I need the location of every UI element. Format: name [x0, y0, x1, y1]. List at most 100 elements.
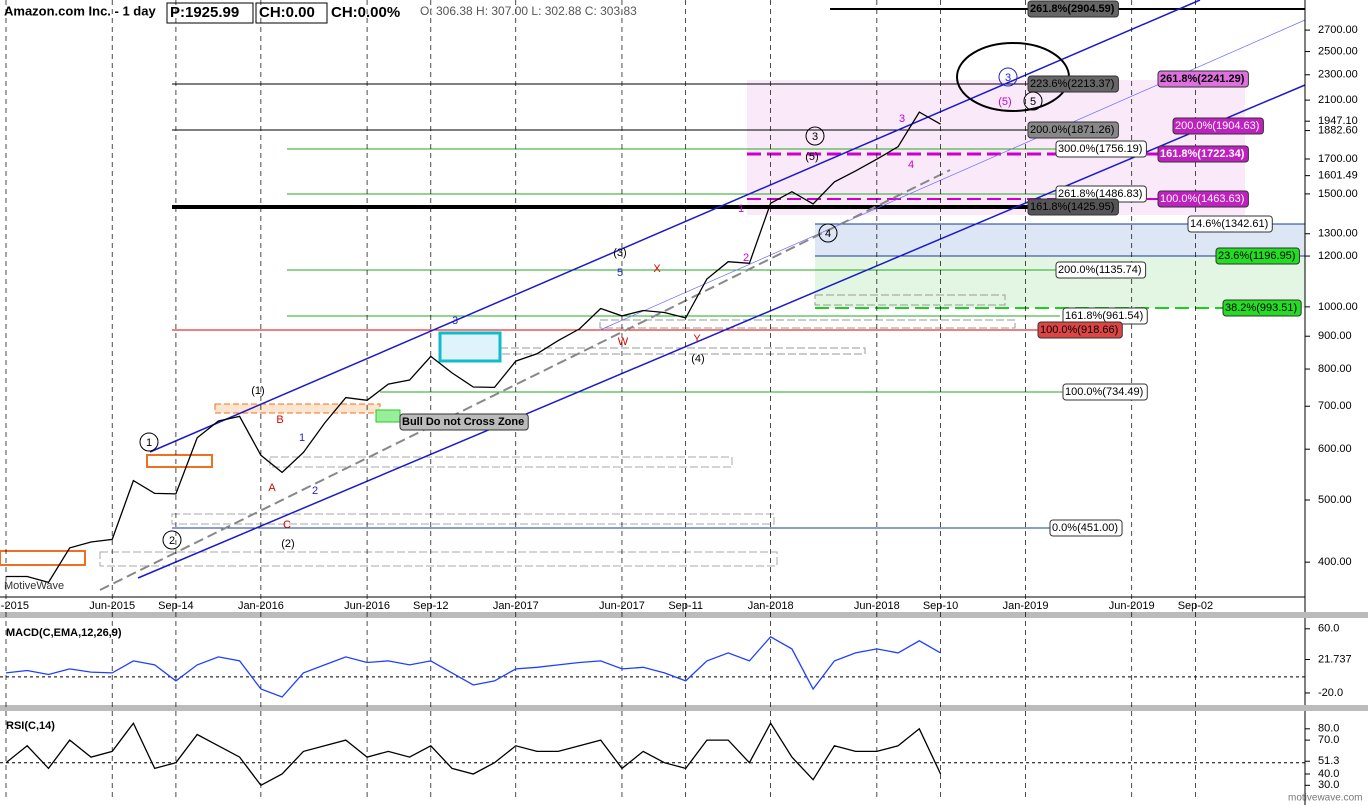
ohlc: O: 306.38 H: 307.00 L: 302.88 C: 303.83	[420, 4, 637, 18]
price: P:1925.99	[170, 4, 239, 21]
y-tick-label: 1000.00	[1318, 301, 1358, 313]
zone-box	[438, 331, 502, 363]
wave-label: (3)	[613, 247, 626, 259]
zone-box	[146, 454, 213, 468]
wave-label: (2)	[281, 538, 294, 550]
label-box	[1055, 140, 1147, 158]
wave-label: C	[283, 519, 291, 531]
y-tick-label: 2500.00	[1318, 45, 1358, 57]
wave-label: 3	[899, 113, 905, 125]
label-box	[1037, 321, 1123, 339]
annotation: 261.8%(1486.83)	[1058, 188, 1142, 200]
label-box	[1027, 198, 1119, 216]
annotation: 0.0%(451.00)	[1052, 522, 1118, 534]
zone-box	[814, 294, 1006, 306]
wave-label: X	[653, 263, 661, 275]
wave-label: Y	[693, 333, 701, 345]
annotation: 100.0%(1463.63)	[1160, 193, 1244, 205]
wave-label: 5	[617, 267, 623, 279]
x-tick-label: Jun-2019	[1109, 600, 1155, 612]
wave-label: 2	[743, 252, 749, 264]
wave-label: 2	[312, 485, 318, 497]
y-tick-label: 1200.00	[1318, 250, 1358, 262]
label-box	[1157, 70, 1249, 88]
wave-circle	[998, 67, 1018, 87]
x-tick-label: Jan-2018	[748, 600, 794, 612]
wave-label: 3	[1005, 72, 1011, 84]
wave-label: 5	[1030, 96, 1036, 108]
zone-box	[99, 551, 778, 567]
y-tick-label: 2700.00	[1318, 24, 1358, 36]
label-box	[1215, 247, 1300, 265]
annotation: 14.6%(1342.61)	[1190, 218, 1268, 230]
y-tick-label: 1300.00	[1318, 228, 1358, 240]
y-tick-label: 2100.00	[1318, 94, 1358, 106]
brand: MotiveWave	[4, 580, 64, 592]
wave-circle	[162, 530, 182, 550]
y-tick-label: 2300.00	[1318, 69, 1358, 81]
separator	[0, 705, 1368, 711]
x-tick-label: Sep-14	[158, 600, 193, 612]
x-tick-label: Sep-10	[923, 600, 958, 612]
label-box	[1027, 75, 1119, 93]
y-tick-label: 51.3	[1318, 755, 1339, 767]
x-tick-label: Sep-12	[413, 600, 448, 612]
y-tick-label: 1500.00	[1318, 188, 1358, 200]
annotation: 261.8%(2241.29)	[1160, 73, 1245, 85]
zone-box	[171, 513, 775, 525]
annotation: 100.0%(734.49)	[1065, 386, 1143, 398]
wave-label: (1)	[251, 385, 264, 397]
annotation: 161.8%(1722.34)	[1160, 148, 1245, 160]
annotation: 23.6%(1196.95)	[1218, 250, 1295, 262]
annotation: Bull Do not Cross Zone	[402, 416, 524, 428]
wave-label: (4)	[691, 353, 704, 365]
y-tick-label: 1947.10	[1318, 115, 1358, 127]
x-tick-label: Jan-2017	[493, 600, 539, 612]
y-tick-label: 600.00	[1318, 443, 1352, 455]
zone-box	[0, 550, 86, 566]
label-box	[1222, 299, 1302, 317]
wave-circle	[818, 223, 838, 243]
change: CH:0.00	[259, 4, 315, 21]
price-line	[6, 111, 941, 584]
annotation: 200.0%(1871.26)	[1030, 124, 1114, 136]
macd-line	[5, 635, 941, 698]
y-tick-label: -20.0	[1318, 687, 1343, 699]
zone-box	[214, 403, 381, 414]
x-tick-label: Jan-2016	[238, 600, 284, 612]
annotation: 200.0%(1904.63)	[1175, 120, 1259, 132]
x-tick-label: Sep-02	[1178, 600, 1213, 612]
label-box	[1187, 215, 1273, 233]
label-box	[1027, 121, 1119, 139]
annotation: 223.6%(2213.37)	[1030, 78, 1114, 90]
y-tick-label: 900.00	[1318, 330, 1352, 342]
rsi-line	[5, 721, 942, 787]
x-tick-label: Jun-2015	[89, 600, 135, 612]
y-tick-label: 40.0	[1318, 768, 1339, 780]
change-pct: CH:0.00%	[331, 4, 400, 21]
separator	[0, 612, 1368, 618]
wave-label: 1	[738, 203, 744, 215]
wave-label: 4	[825, 228, 831, 240]
channel-line	[149, 0, 1201, 453]
x-tick-label: Jan-2015	[0, 600, 29, 612]
annotation: 100.0%(918.66)	[1040, 324, 1118, 336]
y-tick-label: 500.00	[1318, 494, 1352, 506]
annotation: 161.8%(1425.95)	[1030, 201, 1114, 213]
y-tick-label: 400.00	[1318, 556, 1352, 568]
zone-box	[375, 409, 401, 423]
watermark: motivewave.com	[1288, 793, 1362, 804]
wave-label: B	[276, 414, 283, 426]
label-box	[1049, 519, 1123, 537]
wave-label: 1	[299, 432, 305, 444]
rsi-title: RSI(C,14)	[6, 720, 55, 732]
y-tick-label: 21.737	[1318, 653, 1352, 665]
x-tick-label: Jan-2019	[1003, 600, 1049, 612]
annotation: 300.0%(1756.19)	[1058, 143, 1142, 155]
y-tick-label: 1700.00	[1318, 153, 1358, 165]
x-tick-label: Jun-2017	[599, 600, 645, 612]
wave-label: (5)	[998, 96, 1011, 108]
label-box	[1157, 190, 1249, 208]
wave-label: 3	[812, 131, 818, 143]
